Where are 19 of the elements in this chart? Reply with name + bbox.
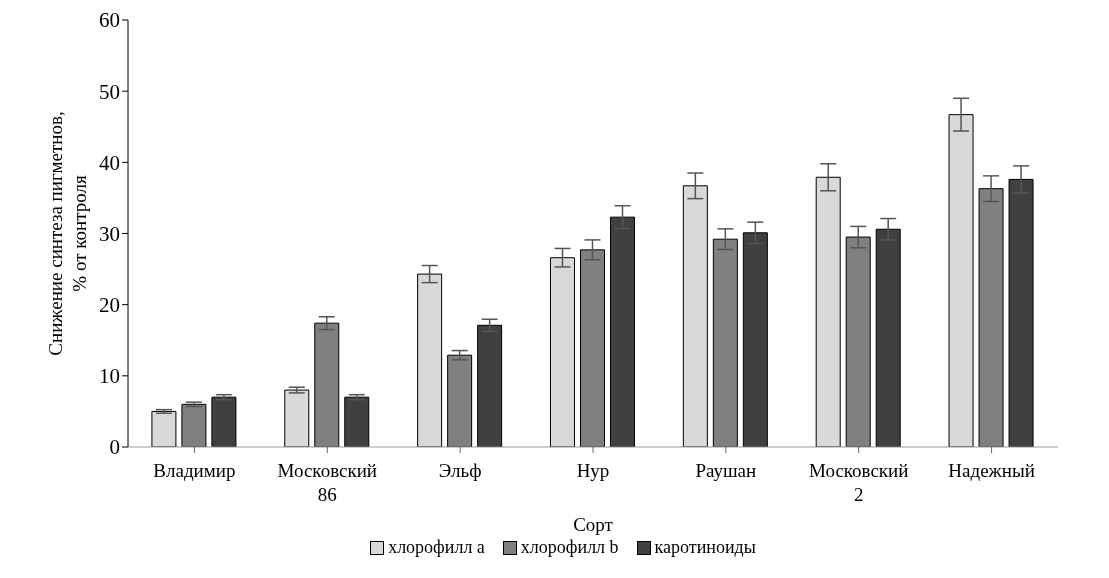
y-tick-label: 40	[99, 150, 120, 175]
x-tick-label: Московский 2	[808, 460, 909, 505]
x-tick-label: Владимир	[153, 460, 236, 481]
y-tick-label: 50	[99, 79, 120, 104]
x-tick-label: Нур	[576, 460, 610, 481]
y-tick-label: 60	[99, 8, 120, 33]
legend-label: каротиноиды	[654, 537, 756, 558]
y-axis-title: Снижение синтеза пигметнов, % от контроля	[45, 111, 90, 356]
y-tick-label: 10	[99, 364, 120, 389]
y-tick-label: 0	[109, 435, 120, 460]
legend-label: хлорофилл b	[520, 537, 619, 558]
legend-label: хлорофилл a	[388, 537, 485, 558]
x-tick-label: Московский 86	[277, 460, 378, 505]
x-axis-title: Сорт	[573, 514, 614, 535]
x-tick-label: Эльф	[438, 460, 482, 481]
y-tick-label: 20	[99, 293, 120, 318]
y-tick-label: 30	[99, 221, 120, 246]
x-tick-label: Надежный	[948, 460, 1035, 481]
x-tick-label: Раушан	[695, 460, 757, 481]
